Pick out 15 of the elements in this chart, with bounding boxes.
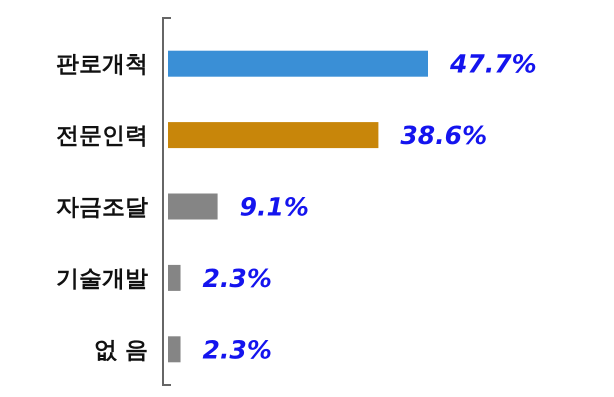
bar <box>168 194 218 220</box>
y-tick-label: 기술개발 <box>56 266 148 292</box>
bar <box>168 336 181 362</box>
y-tick-label: 전문인력 <box>56 123 148 150</box>
data-label: 9.1% <box>240 192 309 222</box>
bar <box>168 264 181 291</box>
y-tick-label: 판로개척 <box>56 52 148 78</box>
data-label: 2.3% <box>202 264 272 293</box>
data-label: 47.7% <box>449 50 537 79</box>
y-tick-label: 자금조달 <box>56 194 148 220</box>
bar <box>168 50 428 77</box>
bar <box>168 122 378 148</box>
y-tick-label: 없 음 <box>94 337 148 364</box>
data-label: 38.6% <box>400 121 488 150</box>
data-label: 2.3% <box>202 335 272 364</box>
